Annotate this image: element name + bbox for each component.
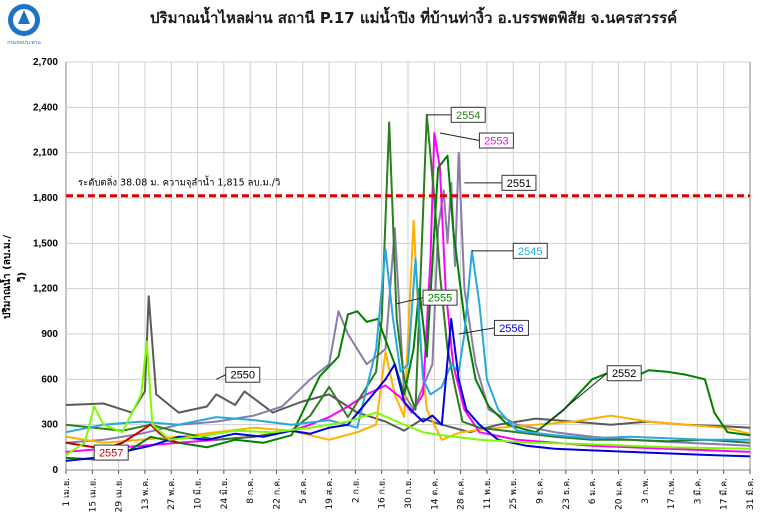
series-line-2545 (65, 248, 750, 441)
y-tick-label: 2,400 (33, 102, 58, 113)
y-axis-label: ปริมาณน้ำ (ลบ.ม./วิ) (2, 234, 28, 320)
x-tick-label: 30 ก.ย. (404, 478, 414, 509)
callout-box (225, 366, 261, 383)
series-label-2552: 2552 (612, 368, 636, 380)
x-tick-label: 28 ต.ค. (457, 478, 467, 510)
x-tick-label: 16 ก.ย. (378, 478, 388, 509)
x-tick-label: 23 ธ.ค. (562, 478, 572, 510)
y-tick-label: 1,200 (33, 284, 58, 295)
callout-box (422, 289, 458, 306)
callout-box (493, 319, 529, 336)
y-tick-label: 1,500 (33, 238, 58, 249)
series-line (65, 340, 751, 456)
series-label-2550: 2550 (230, 370, 254, 382)
threshold-label: ระดับตลิ่ง 38.08 ม. ความจุลำน้ำ 1,815 ลบ… (78, 176, 280, 189)
series-label-2557: 2557 (99, 448, 123, 460)
x-tick-label: 1 เม.ย. (62, 478, 72, 507)
x-tick-label: 2 ก.ย. (351, 478, 361, 503)
x-tick-label: 17 ก.พ. (667, 478, 677, 509)
y-tick-label: 1,800 (33, 193, 58, 204)
series-label-2555: 2555 (428, 293, 452, 305)
x-tick-label: 25 พ.ย. (509, 478, 519, 509)
callout-box (501, 174, 537, 191)
x-tick-label: 13 พ.ค. (141, 478, 151, 510)
callout-leader (216, 374, 226, 380)
logo-caption: กรมชลประทาน (7, 40, 41, 46)
x-tick-label: 11 พ.ย. (483, 478, 493, 509)
x-tick-label: 14 ต.ค. (430, 478, 440, 510)
x-tick-label: 17 มี.ค. (719, 478, 730, 510)
y-tick-label: 600 (41, 374, 58, 385)
callout-leader (544, 372, 608, 426)
x-tick-label: 8 ก.ค. (246, 478, 256, 504)
y-tick-label: 900 (41, 329, 58, 340)
x-tick-label: 19 ส.ค. (325, 478, 335, 510)
x-tick-label: 31 มี.ค. (745, 478, 756, 510)
callout-leader (458, 327, 495, 335)
series-label-2545: 2545 (518, 246, 542, 258)
series-label-2554: 2554 (456, 110, 480, 122)
y-tick-label: 2,100 (33, 148, 58, 159)
x-tick-label: 6 ม.ค. (588, 478, 598, 504)
callout-leader (396, 297, 424, 305)
series-line-2556 (65, 317, 751, 462)
callout-leader (439, 132, 480, 142)
x-tick-label: 27 พ.ค. (167, 478, 177, 510)
callout-box (450, 106, 486, 123)
y-tick-label: 2,700 (33, 57, 58, 68)
callout-box (93, 444, 129, 461)
series-label-2551: 2551 (507, 178, 531, 190)
callout-box (512, 242, 548, 259)
callout-box (606, 365, 642, 382)
x-tick-label: 3 มี.ค. (692, 478, 703, 504)
series-line-2554 (65, 113, 751, 444)
agency-logo: กรมชลประทาน (4, 2, 44, 46)
series-label-2553: 2553 (484, 136, 508, 148)
x-tick-label: 29 เม.ย. (115, 478, 125, 512)
chart-title: ปริมาณน้ำไหลผ่าน สถานี P.17 แม่น้ำปิง ที… (150, 9, 678, 27)
series-label-2556: 2556 (499, 323, 523, 335)
x-tick-label: 20 ม.ค. (614, 478, 624, 510)
series-line-2552 (65, 219, 751, 444)
x-tick-label: 22 ก.ค. (272, 478, 282, 510)
x-tick-label: 9 ธ.ค. (536, 478, 546, 504)
x-tick-label: 15 เม.ย. (88, 478, 98, 512)
callout-box (478, 132, 514, 149)
x-tick-label: 10 มิ.ย. (193, 478, 204, 509)
y-tick-label: 300 (41, 420, 58, 431)
x-tick-label: 24 มิ.ย. (219, 478, 230, 509)
x-tick-label: 5 ส.ค. (299, 478, 309, 504)
series-line-2550 (65, 295, 751, 434)
y-tick-label: 0 (52, 465, 58, 476)
x-tick-label: 3 ก.พ. (641, 478, 651, 504)
